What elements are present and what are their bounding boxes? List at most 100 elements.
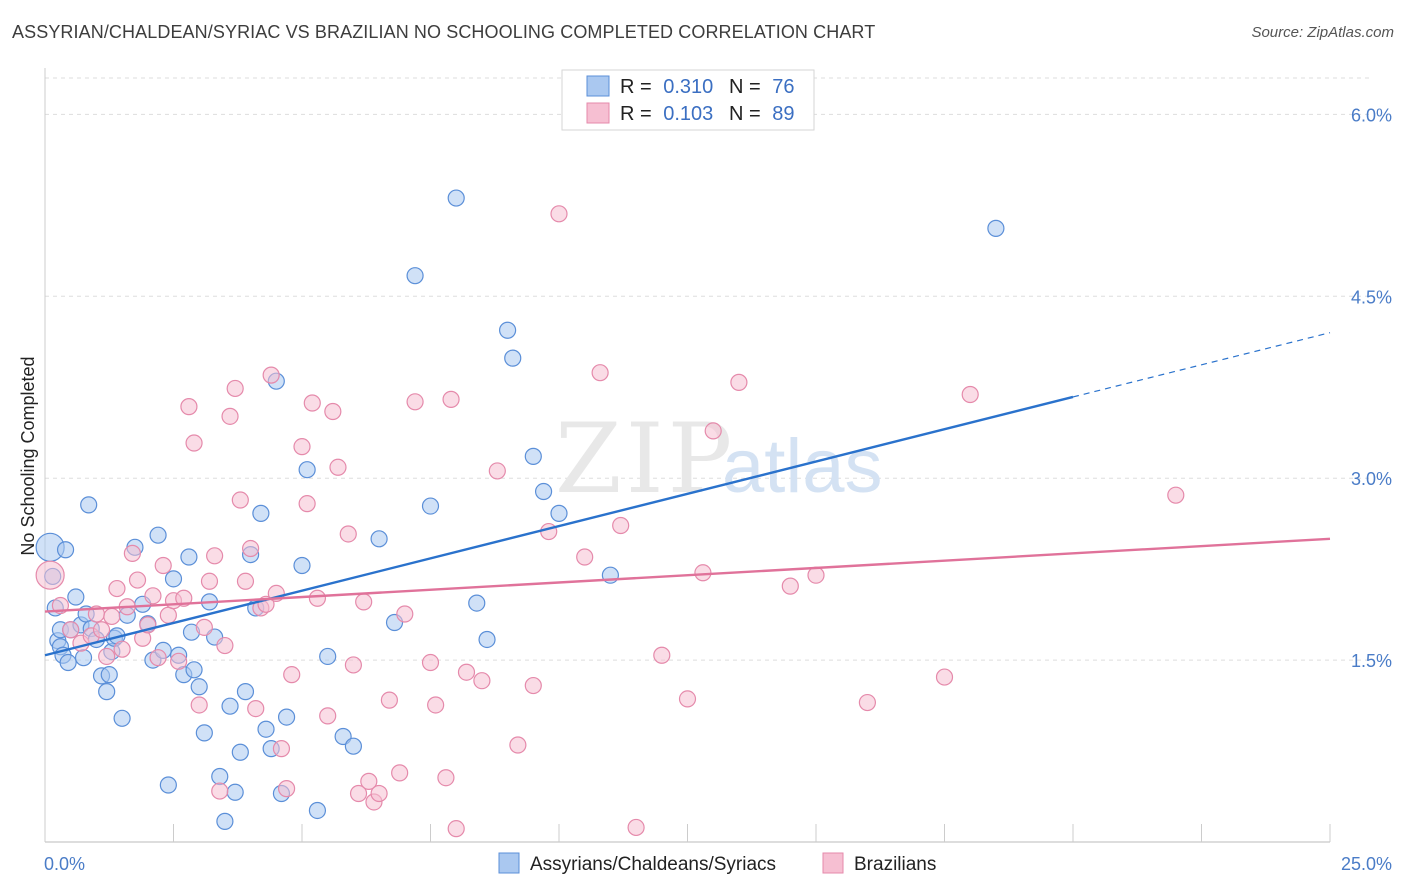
point-brazilian [128, 571, 147, 589]
point-brazilian [406, 393, 424, 411]
point-brazilian [113, 640, 131, 658]
point-brazilian [108, 579, 126, 598]
point-brazilian [427, 696, 445, 714]
point-assyrian [406, 267, 424, 285]
data-points [35, 189, 1185, 838]
point-brazilian [185, 434, 203, 452]
point-brazilian [211, 782, 229, 800]
point-brazilian [200, 572, 219, 590]
point-assyrian [164, 570, 183, 588]
legend-row-pink: R = 0.103 N = 89 [620, 103, 795, 125]
point-brazilian [283, 666, 301, 684]
point-brazilian [344, 656, 362, 674]
y-tick-label: 1.5% [1351, 651, 1392, 671]
point-assyrian [56, 541, 75, 559]
point-brazilian [339, 525, 357, 543]
point-assyrian [59, 653, 77, 672]
point-brazilian [154, 556, 172, 575]
axes: 1.5% 3.0% 4.5% 6.0% 0.0% 25.0% [44, 68, 1392, 874]
point-assyrian [231, 743, 249, 761]
point-brazilian [231, 491, 249, 509]
point-assyrian [504, 349, 522, 367]
point-brazilian [349, 784, 368, 803]
point-brazilian [704, 422, 722, 440]
point-assyrian [293, 556, 311, 575]
legend-box: R = 0.310 N = 76 R = 0.103 N = 89 [561, 69, 815, 131]
y-tick-label: 6.0% [1351, 105, 1392, 125]
legend-r-value: 0.310 [663, 76, 713, 98]
point-assyrian [524, 447, 542, 465]
point-assyrian [221, 697, 239, 715]
point-assyrian [236, 683, 255, 701]
point-brazilian [293, 438, 311, 456]
x-tick-label: 25.0% [1341, 854, 1392, 874]
point-brazilian [226, 379, 244, 398]
point-brazilian [961, 385, 979, 404]
point-brazilian [206, 547, 224, 565]
legend-n-value: 76 [772, 76, 794, 98]
point-assyrian [550, 504, 568, 522]
point-brazilian [391, 764, 409, 782]
point-brazilian [421, 653, 440, 672]
point-brazilian [277, 780, 296, 798]
point-brazilian [144, 587, 162, 605]
point-assyrian [421, 497, 440, 515]
point-brazilian [678, 690, 697, 708]
source-credit: Source: ZipAtlas.com [1251, 24, 1394, 41]
point-brazilian [550, 205, 568, 223]
point-brazilian [242, 539, 260, 558]
trend-lines [44, 332, 1331, 657]
legend-n-label: N = [729, 76, 761, 98]
point-assyrian [67, 588, 85, 606]
trend-line-brazilian [44, 537, 1331, 613]
point-brazilian [396, 605, 414, 623]
point-assyrian [534, 482, 553, 501]
point-brazilian [457, 663, 476, 681]
point-brazilian [509, 736, 527, 754]
point-brazilian [329, 458, 347, 476]
point-brazilian [591, 364, 609, 382]
point-brazilian [447, 820, 465, 838]
point-assyrian [113, 709, 131, 727]
point-brazilian [540, 522, 558, 541]
point-brazilian [298, 495, 316, 513]
point-assyrian [190, 678, 208, 696]
point-brazilian [730, 373, 748, 391]
grid-lines [45, 77, 1370, 661]
chart-title: ASSYRIAN/CHALDEAN/SYRIAC VS BRAZILIAN NO… [12, 22, 876, 42]
point-assyrian [447, 189, 465, 207]
point-assyrian [180, 548, 198, 566]
point-brazilian [380, 691, 398, 709]
point-assyrian [468, 594, 486, 612]
y-axis-title: No Schooling Completed [18, 356, 38, 555]
legend-swatch-blue [586, 75, 610, 97]
point-assyrian [216, 812, 234, 830]
point-brazilian [272, 740, 291, 758]
point-brazilian [216, 636, 234, 655]
point-brazilian [308, 589, 327, 607]
point-brazilian [35, 560, 65, 590]
legend-r-label: R = [620, 103, 652, 125]
point-brazilian [221, 407, 239, 425]
point-brazilian [360, 772, 378, 790]
point-brazilian [653, 646, 671, 664]
point-brazilian [442, 390, 460, 408]
y-tick-label: 4.5% [1351, 287, 1392, 307]
point-brazilian [170, 652, 188, 670]
point-assyrian [277, 708, 296, 726]
point-brazilian [175, 589, 193, 607]
point-brazilian [781, 577, 799, 595]
point-assyrian [319, 647, 337, 666]
bottom-legend-label-blue: Assyrians/Chaldeans/Syriacs [530, 854, 776, 875]
trend-line-assyrian-extension [1072, 332, 1331, 398]
point-brazilian [473, 672, 491, 690]
point-brazilian [180, 398, 198, 416]
legend-swatch-pink [586, 102, 610, 124]
point-brazilian [627, 818, 645, 837]
point-assyrian [298, 461, 316, 479]
point-brazilian [694, 564, 712, 582]
point-assyrian [195, 724, 213, 742]
trend-line-assyrian [44, 395, 1074, 657]
point-assyrian [252, 504, 270, 522]
point-brazilian [149, 649, 167, 667]
